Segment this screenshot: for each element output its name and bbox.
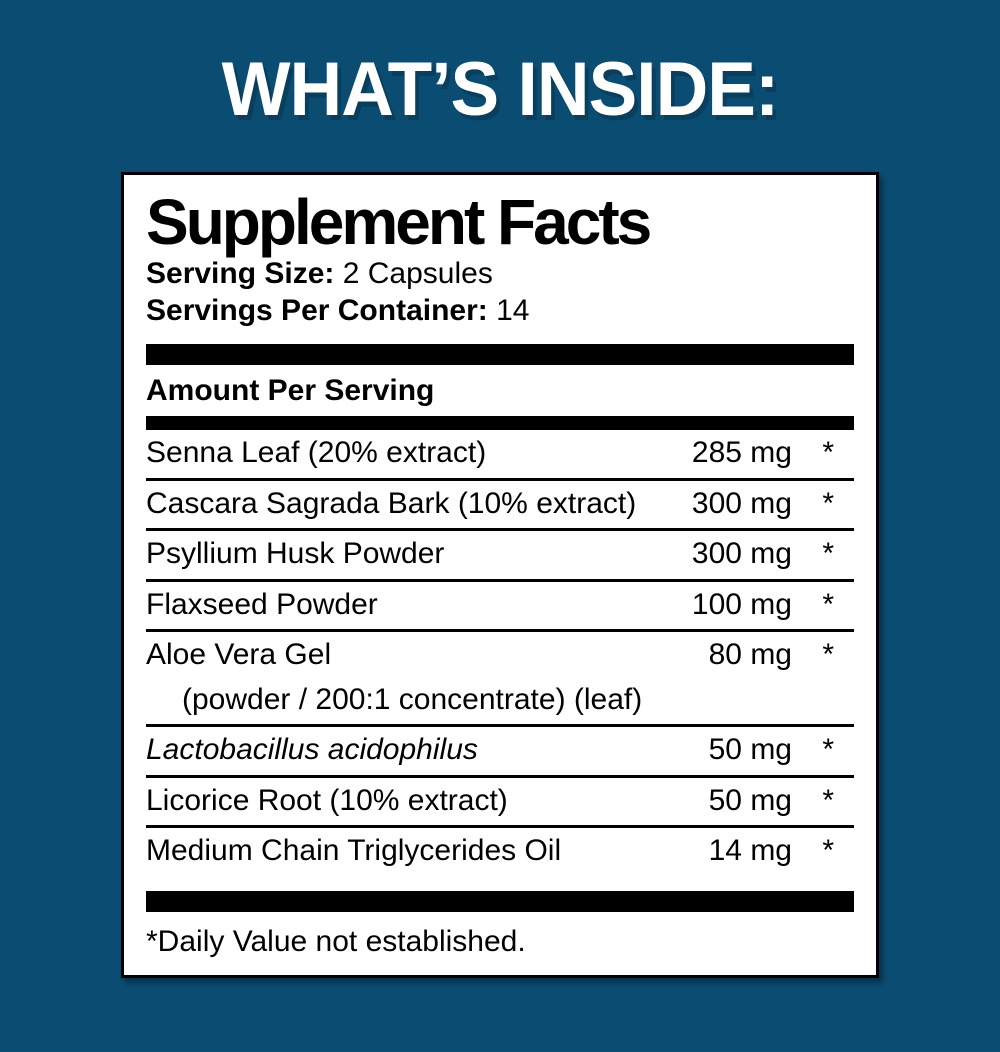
daily-value-footnote: *Daily Value not established.: [146, 924, 526, 958]
ingredient-amount: 300 mg: [691, 537, 792, 571]
daily-value-asterisk: *: [822, 587, 834, 621]
ingredient-amount: 50 mg: [708, 733, 792, 767]
ingredient-name: Senna Leaf (20% extract): [146, 436, 487, 470]
ingredient-name: Licorice Root (10% extract): [146, 783, 508, 817]
ingredient-amount: 100 mg: [691, 587, 792, 621]
serving-size-label: Serving Size:: [146, 257, 335, 291]
servings-per-container-label: Servings Per Container:: [146, 293, 488, 327]
thick-divider-bottom: [146, 890, 854, 912]
daily-value-asterisk: *: [822, 537, 834, 571]
ingredient-name: Flaxseed Powder: [146, 587, 378, 621]
ingredient-row: Senna Leaf (20% extract) 285 mg *: [146, 430, 854, 478]
ingredient-name-main: Aloe Vera Gel: [146, 638, 332, 672]
medium-divider: [146, 416, 854, 431]
ingredient-row: Lactobacillus acidophilus 50 mg *: [146, 724, 854, 775]
servings-per-container-line: Servings Per Container: 14: [146, 293, 854, 330]
ingredient-name: Psyllium Husk Powder: [146, 537, 445, 571]
servings-per-container-value: 14: [487, 293, 530, 327]
ingredient-amount: 300 mg: [691, 486, 792, 520]
daily-value-asterisk: *: [822, 783, 834, 817]
thick-divider-top: [146, 344, 854, 366]
supplement-facts-title: Supplement Facts: [146, 186, 652, 258]
ingredient-row: Psyllium Husk Powder 300 mg *: [146, 528, 854, 579]
amount-per-serving-header: Amount Per Serving: [146, 374, 435, 408]
ingredient-amount: 80 mg: [708, 638, 792, 672]
daily-value-asterisk: *: [822, 834, 834, 868]
ingredient-amount: 285 mg: [691, 436, 792, 470]
daily-value-asterisk: *: [822, 733, 834, 767]
serving-size-value: 2 Capsules: [334, 257, 493, 291]
supplement-facts-panel: Supplement Facts Serving Size: 2 Capsule…: [121, 172, 879, 978]
ingredient-row: Flaxseed Powder 100 mg *: [146, 578, 854, 630]
ingredient-name: Aloe Vera Gel (powder / 200:1 concentrate…: [146, 638, 709, 717]
daily-value-asterisk: *: [822, 436, 834, 470]
ingredient-name: Cascara Sagrada Bark (10% extract): [146, 486, 637, 520]
whats-inside-heading: WHAT’S INSIDE:: [221, 47, 780, 132]
ingredient-amount: 50 mg: [708, 783, 792, 817]
serving-size-line: Serving Size: 2 Capsules: [146, 256, 854, 293]
ingredient-amount: 14 mg: [708, 834, 792, 868]
daily-value-asterisk: *: [822, 638, 834, 672]
ingredient-row: Aloe Vera Gel (powder / 200:1 concentrate…: [146, 629, 854, 724]
ingredient-row: Cascara Sagrada Bark (10% extract) 300 m…: [146, 477, 854, 529]
ingredient-name: Medium Chain Triglycerides Oil: [146, 834, 562, 868]
ingredient-row: Medium Chain Triglycerides Oil 14 mg *: [146, 825, 854, 876]
ingredient-note: (powder / 200:1 concentrate) (leaf): [182, 682, 643, 716]
ingredient-name: Lactobacillus acidophilus: [146, 733, 478, 767]
ingredient-row: Licorice Root (10% extract) 50 mg *: [146, 774, 854, 826]
daily-value-asterisk: *: [822, 486, 834, 520]
ingredient-rows: Senna Leaf (20% extract) 285 mg * Cascar…: [146, 430, 854, 876]
